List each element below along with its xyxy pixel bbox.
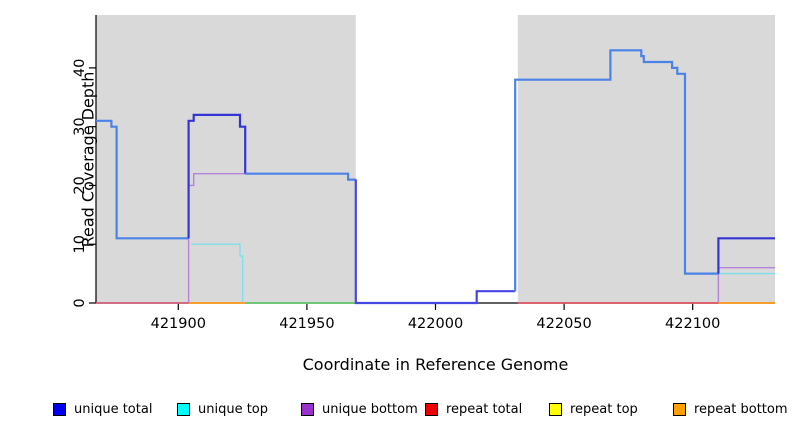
legend-item-unique-bottom: unique bottom [301,402,425,417]
legend-label: unique total [74,401,153,417]
x-tick-label: 422050 [536,316,591,332]
x-tick-label: 422000 [408,316,463,332]
legend-label: unique bottom [322,401,418,417]
x-tick-label: 422100 [665,316,720,332]
legend-swatch-icon [673,402,686,416]
masked-region [355,15,518,303]
y-tick-label: 40 [72,59,88,77]
legend-swatch-icon [425,402,438,416]
x-axis-label: Coordinate in Reference Genome [302,355,569,374]
series-line-unique-total [187,113,247,239]
legend-item-repeat-total: repeat total [425,402,549,417]
y-axis-label: Read Coverage Depth [78,71,98,248]
legend-swatch-icon [53,402,66,416]
legend-item-unique-total: unique total [53,402,177,417]
series-line-unique-total [354,179,516,305]
series-line-unique-total [717,237,775,274]
y-tick-label: 30 [72,117,88,135]
legend-item-repeat-top: repeat top [549,402,673,417]
legend-item-repeat-bottom: repeat bottom [673,402,792,417]
legend-item-unique-top: unique top [177,402,301,417]
legend-label: repeat top [570,401,638,417]
legend: unique total unique top unique bottom repea… [53,398,792,420]
y-tick-label: 20 [72,176,88,194]
y-tick-label: 0 [72,298,88,307]
legend-swatch-icon [301,402,314,416]
y-tick-label: 10 [72,235,88,253]
legend-swatch-icon [177,402,190,416]
x-tick-label: 421900 [151,316,206,332]
legend-label: unique top [198,401,269,417]
series-line-unique-total [96,119,189,240]
legend-label: repeat total [446,401,523,417]
legend-swatch-icon [549,402,562,416]
series-line-unique-total [514,49,719,292]
x-tick-label: 421950 [279,316,334,332]
series-line-unique-total [245,172,356,181]
legend-label: repeat bottom [694,401,788,417]
